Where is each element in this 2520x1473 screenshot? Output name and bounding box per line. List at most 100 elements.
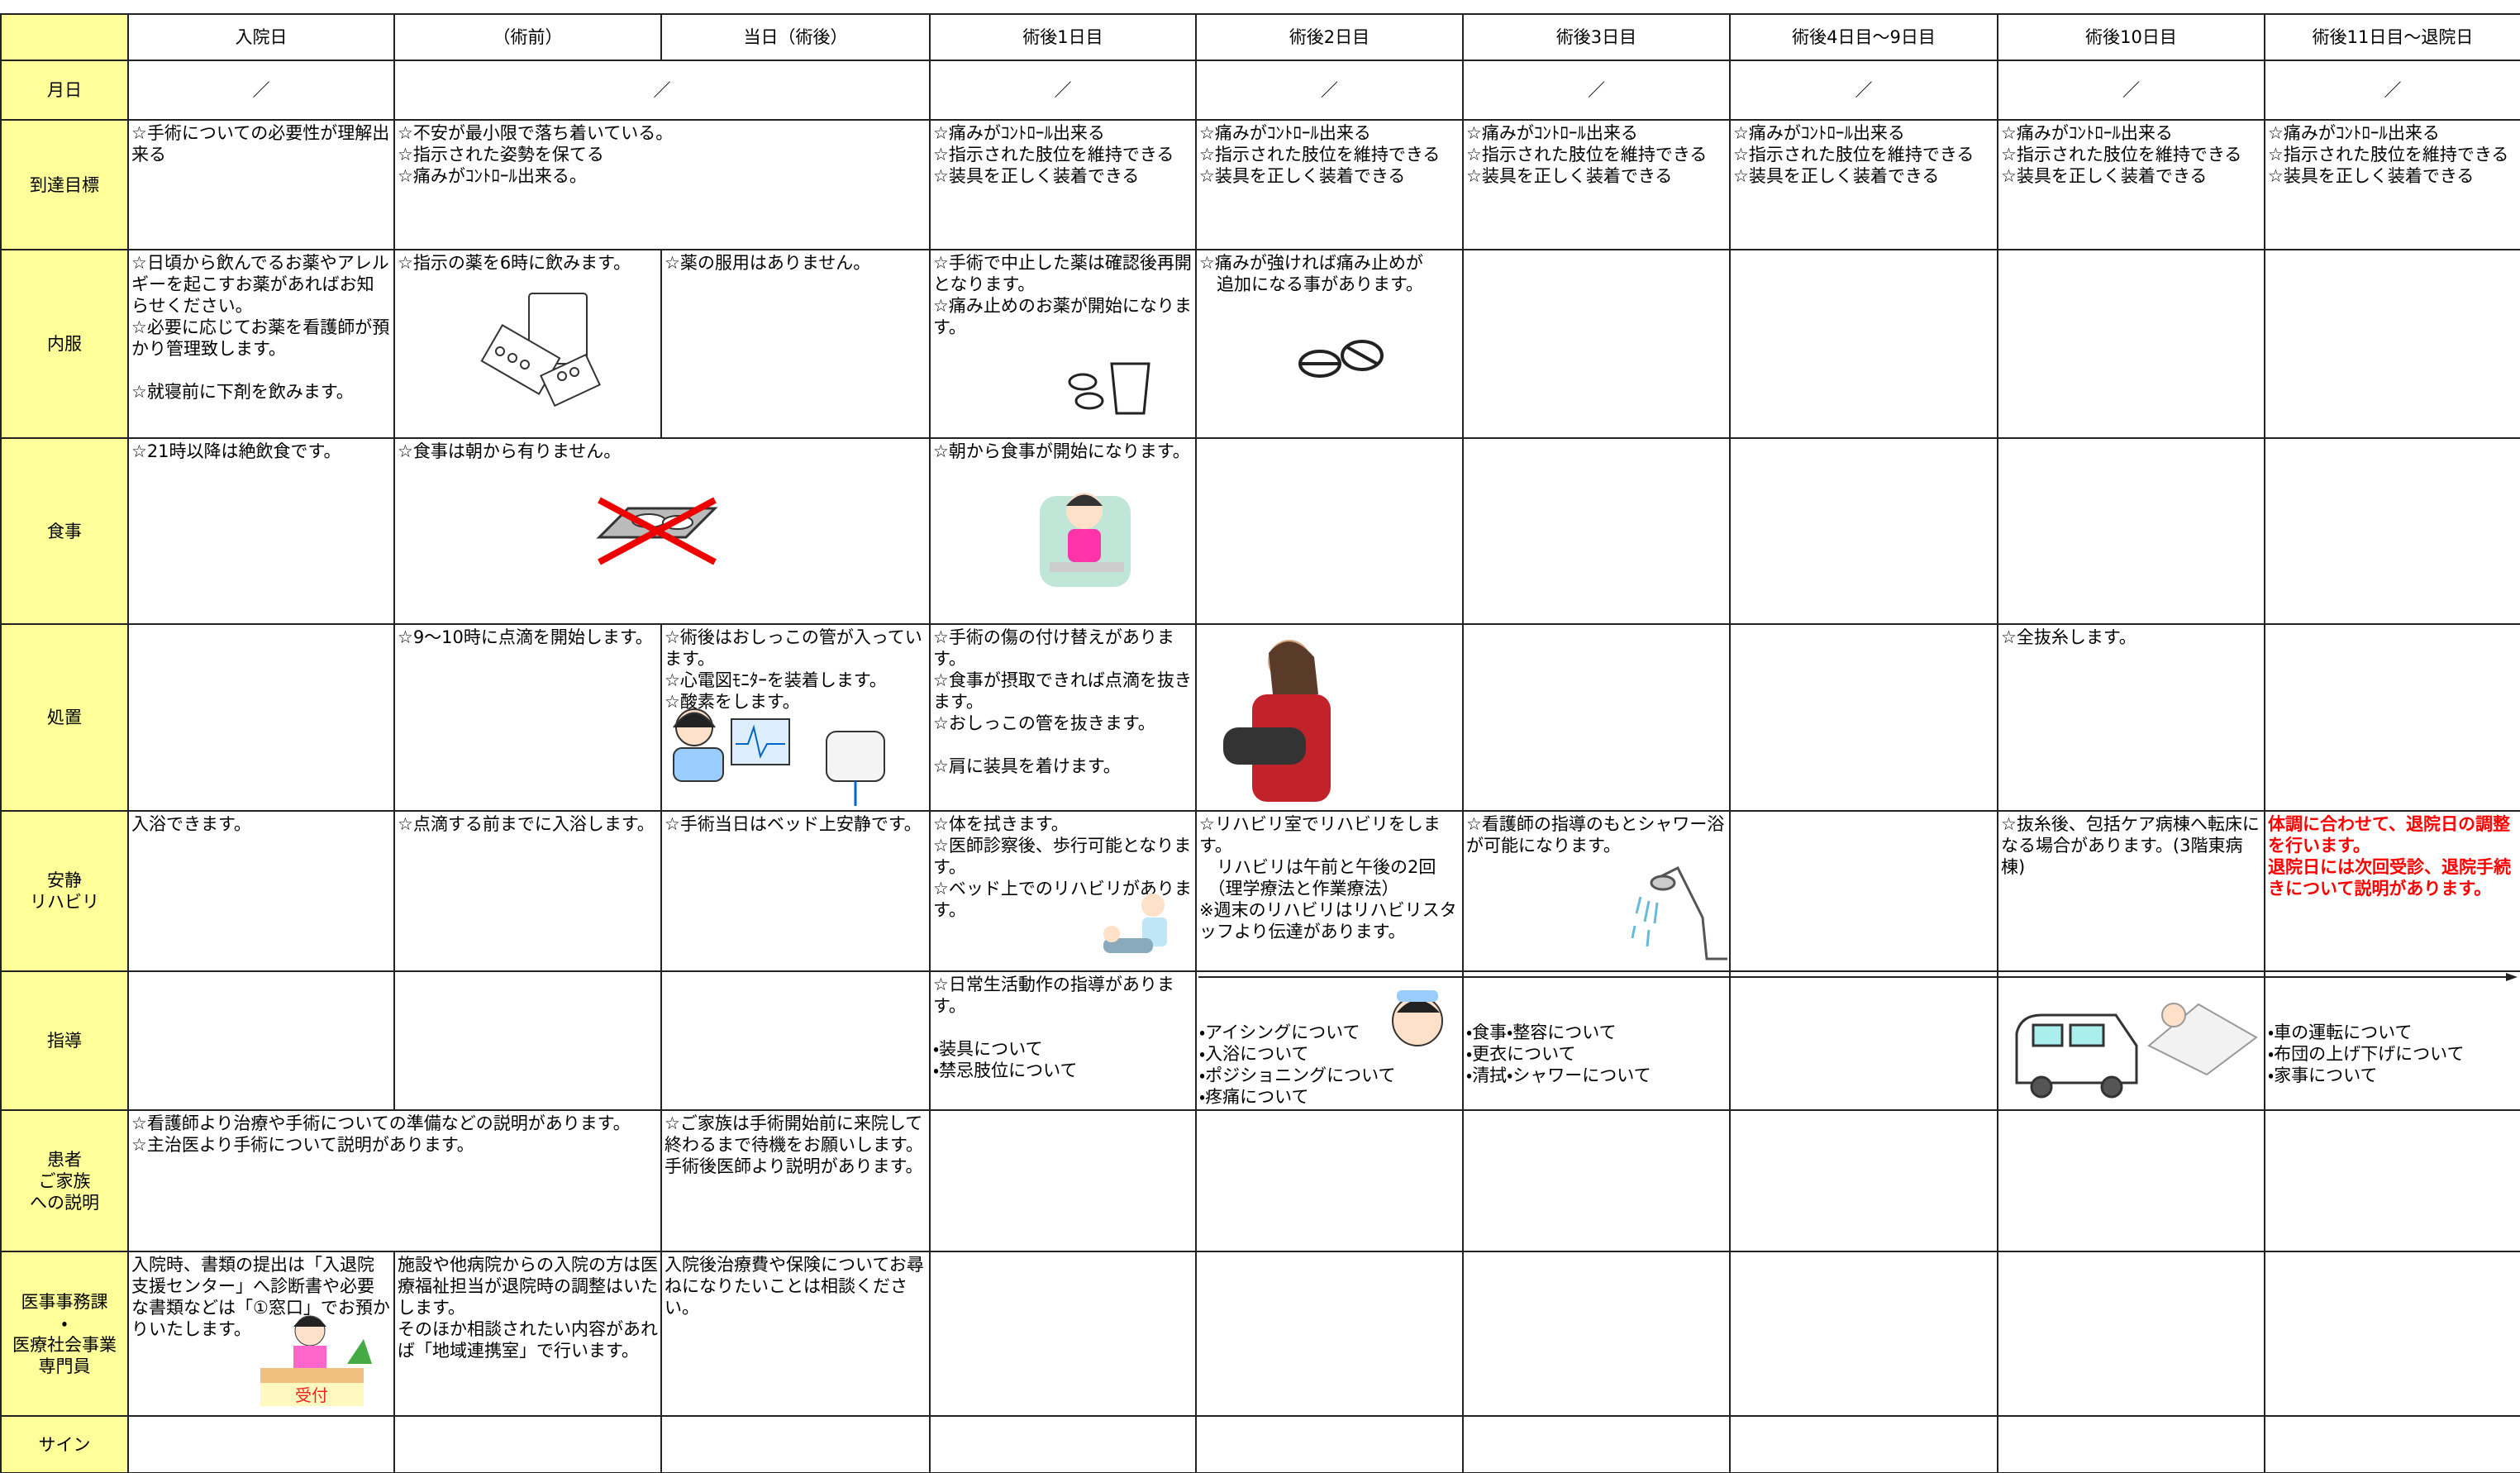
cell: ☆抜糸後、包括ケア病棟へ転床になる場合があります。(3階東病棟)	[1997, 810, 2265, 972]
cell	[1195, 1109, 1464, 1252]
cell: ☆日頃から飲んでるお薬やアレルギーを起こすお薬があればお知らせください。 ☆必要…	[127, 249, 395, 439]
cell	[2264, 1109, 2520, 1252]
cell	[1195, 437, 1464, 625]
column-header: 術後2日目	[1195, 13, 1464, 61]
cell: ☆看護師の指導のもとシャワー浴が可能になります。	[1462, 810, 1731, 972]
cell	[1462, 623, 1731, 812]
row: 安静 リハビリ 入浴できます。 ☆点滴する前までに入浴します。 ☆手術当日はベッ…	[0, 810, 2520, 972]
cell: ☆痛みがｺﾝﾄﾛｰﾙ出来る ☆指示された肢位を維持できる ☆装具を正しく装着でき…	[1195, 119, 1464, 250]
cell: ☆指示の薬を6時に飲みます。	[393, 249, 662, 439]
cell: ☆リハビリ室でリハビリをします。 リハビリは午前と午後の2回 （理学療法と作業療…	[1195, 810, 1464, 972]
column-header: （術前）	[393, 13, 662, 61]
cell: ☆点滴する前までに入浴します。	[393, 810, 662, 972]
column-header: 術後3日目	[1462, 13, 1731, 61]
cell	[2264, 249, 2520, 439]
cell	[1729, 249, 1998, 439]
row: 処置 ☆9～10時に点滴を開始します。 ☆術後はおしっこの管が入っています。 ☆…	[0, 623, 2520, 812]
cell: ・食事・整容について ・更衣について ・清拭・シャワーについて	[1462, 970, 1731, 1111]
row-label: 安静 リハビリ	[0, 810, 129, 972]
cell-notice: 体調に合わせて、退院日の調整を行います。 退院日には次回受診、退院手続きについて…	[2264, 810, 2520, 972]
row-label: サイン	[0, 1415, 129, 1473]
row-label: 到達目標	[0, 119, 129, 250]
cell	[1997, 249, 2265, 439]
cell: ／	[929, 60, 1197, 121]
cell	[660, 970, 931, 1111]
cell	[1729, 437, 1998, 625]
cell	[1462, 437, 1731, 625]
cell	[1195, 623, 1464, 812]
cell: ／	[127, 60, 395, 121]
cell	[393, 970, 662, 1111]
cell	[1997, 1109, 2265, 1252]
cell	[1462, 1109, 1731, 1252]
row: 医事事務課 ・ 医療社会事業 専門員 入院時、書類の提出は「入退院支援センター」…	[0, 1251, 2520, 1417]
cell	[2264, 623, 2520, 812]
cell: ☆痛みが強ければ痛み止めが 追加になる事があります。	[1195, 249, 1464, 439]
row-label: 食事	[0, 437, 129, 625]
cell	[1997, 1251, 2265, 1417]
cell: ☆痛みがｺﾝﾄﾛｰﾙ出来る ☆指示された肢位を維持できる ☆装具を正しく装着でき…	[929, 119, 1197, 250]
cell: ☆ご家族は手術開始前に来院して終わるまで待機をお願いします。手術後医師より説明が…	[660, 1109, 931, 1252]
cell	[1729, 810, 1998, 972]
cell	[1729, 623, 1998, 812]
row: 内服 ☆日頃から飲んでるお薬やアレルギーを起こすお薬があればお知らせください。 …	[0, 249, 2520, 439]
cell: 入院時、書類の提出は「入退院支援センター」へ診断書や必要な書類などは「①窓口」で…	[127, 1251, 395, 1417]
cell: ☆全抜糸します。	[1997, 623, 2265, 812]
row: 食事 ☆21時以降は絶飲食です。 ☆食事は朝から有りません。 ☆朝から食事が開始…	[0, 437, 2520, 625]
column-header: 術後1日目	[929, 13, 1197, 61]
cell: ／	[1462, 60, 1731, 121]
cell: ・アイシングについて ・入浴について ・ポジショニングについて ・疼痛について	[1195, 970, 1464, 1111]
row-label: 患者 ご家族 への説明	[0, 1109, 129, 1252]
cell: ☆術後はおしっこの管が入っています。 ☆心電図ﾓﾆﾀｰを装着します。 ☆酸素をし…	[660, 623, 931, 812]
cell: 施設や他病院からの入院の方は医療福祉担当が退院時の調整はいたします。 そのほか相…	[393, 1251, 662, 1417]
cell: ・車の運転について ・布団の上げ下げについて ・家事について	[2264, 970, 2520, 1111]
cell: ☆日常生活動作の指導があります。 ・装具について ・禁忌肢位について	[929, 970, 1197, 1111]
cell: ／	[393, 60, 931, 121]
cell: ☆痛みがｺﾝﾄﾛｰﾙ出来る ☆指示された肢位を維持できる ☆装具を正しく装着でき…	[1997, 119, 2265, 250]
row: 到達目標 ☆手術についての必要性が理解出来る ☆不安が最小限で落ち着いている。 …	[0, 119, 2520, 250]
cell: 入院後治療費や保険についてお尋ねになりたいことは相談ください。	[660, 1251, 931, 1417]
cell	[1997, 1415, 2265, 1473]
cell: ☆手術当日はベッド上安静です。	[660, 810, 931, 972]
cell	[1462, 1251, 1731, 1417]
cell: ☆痛みがｺﾝﾄﾛｰﾙ出来る ☆指示された肢位を維持できる ☆装具を正しく装着でき…	[2264, 119, 2520, 250]
cell	[1462, 1415, 1731, 1473]
cell: ☆不安が最小限で落ち着いている。 ☆指示された姿勢を保てる ☆痛みがｺﾝﾄﾛｰﾙ…	[393, 119, 931, 250]
cell	[1997, 970, 2265, 1111]
cell: ／	[1195, 60, 1464, 121]
cell	[2264, 1415, 2520, 1473]
cell: ☆食事は朝から有りません。	[393, 437, 931, 625]
cell: ☆痛みがｺﾝﾄﾛｰﾙ出来る ☆指示された肢位を維持できる ☆装具を正しく装着でき…	[1729, 119, 1998, 250]
cell	[929, 1415, 1197, 1473]
cell: ☆体を拭きます。 ☆医師診察後、歩行可能となります。 ☆ベッド上でのリハビリがあ…	[929, 810, 1197, 972]
cell: ☆手術の傷の付け替えがあります。 ☆食事が摂取できれば点滴を抜きます。 ☆おしっ…	[929, 623, 1197, 812]
row-label: 医事事務課 ・ 医療社会事業 専門員	[0, 1251, 129, 1417]
cell	[127, 1415, 395, 1473]
row: 患者 ご家族 への説明 ☆看護師より治療や手術についての準備などの説明があります…	[0, 1109, 2520, 1252]
column-header: 入院日	[127, 13, 395, 61]
header-row: 入院日 （術前） 当日（術後） 術後1日目 術後2日目 術後3日目 術後4日目～…	[0, 13, 2520, 61]
cell	[2264, 437, 2520, 625]
cell: ☆痛みがｺﾝﾄﾛｰﾙ出来る ☆指示された肢位を維持できる ☆装具を正しく装着でき…	[1462, 119, 1731, 250]
column-header: 当日（術後）	[660, 13, 931, 61]
row: サイン	[0, 1415, 2520, 1473]
cell	[929, 1109, 1197, 1252]
column-header: 術後10日目	[1997, 13, 2265, 61]
cell	[127, 623, 395, 812]
clinical-path-table: 入院日 （術前） 当日（術後） 術後1日目 術後2日目 術後3日目 術後4日目～…	[0, 13, 2520, 1473]
column-header: 術後4日目～9日目	[1729, 13, 1998, 61]
column-header: 術後11日目～退院日	[2264, 13, 2520, 61]
row-label: 指導	[0, 970, 129, 1111]
cell: ☆看護師より治療や手術についての準備などの説明があります。 ☆主治医より手術につ…	[127, 1109, 662, 1252]
cell: ☆朝から食事が開始になります。	[929, 437, 1197, 625]
cell	[1729, 970, 1998, 1111]
cell	[929, 1251, 1197, 1417]
row-label: 内服	[0, 249, 129, 439]
row-label: 処置	[0, 623, 129, 812]
cell: 入浴できます。	[127, 810, 395, 972]
cell	[1729, 1415, 1998, 1473]
cell	[660, 1415, 931, 1473]
cell: ☆薬の服用はありません。	[660, 249, 931, 439]
